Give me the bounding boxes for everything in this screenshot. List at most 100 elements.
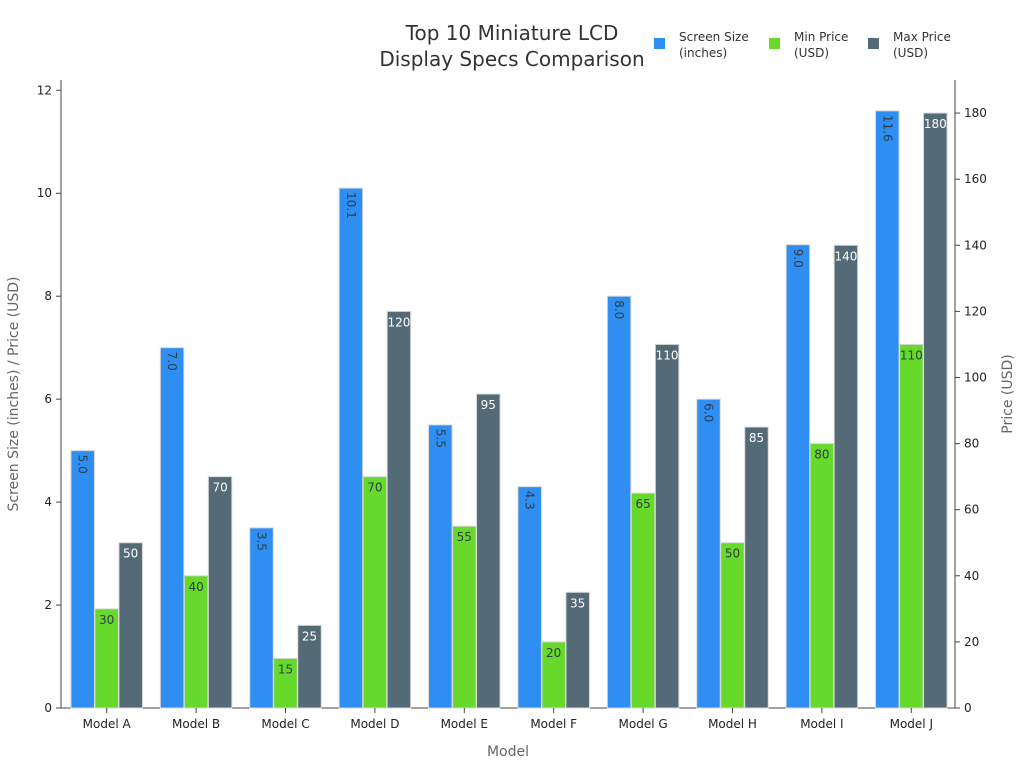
bar-max-price-usd bbox=[565, 591, 590, 709]
left-y-tick-label: 6 bbox=[44, 392, 52, 406]
x-tick-label: Model J bbox=[890, 717, 933, 731]
left-y-tick-label: 4 bbox=[44, 495, 52, 509]
bar-screen-size-inches bbox=[428, 424, 453, 709]
right-y-tick-label: 80 bbox=[964, 437, 979, 451]
bar-screen-size-inches bbox=[70, 450, 95, 709]
right-y-tick-label: 180 bbox=[964, 106, 987, 120]
data-label: 6.0 bbox=[702, 403, 716, 422]
x-tick-label: Model G bbox=[619, 717, 668, 731]
x-tick-label: Model D bbox=[350, 717, 399, 731]
x-tick-label: Model B bbox=[172, 717, 220, 731]
x-tick-label: Model C bbox=[261, 717, 309, 731]
data-label: 5.0 bbox=[76, 455, 90, 474]
x-axis-title: Model bbox=[487, 744, 529, 760]
bar-max-price-usd bbox=[476, 393, 501, 709]
bar-max-price-usd bbox=[386, 310, 412, 709]
left-y-tick-label: 12 bbox=[37, 83, 52, 97]
x-tick-label: Model E bbox=[441, 717, 488, 731]
legend: Screen Size (inches) Min Price (USD) Max Pri… bbox=[654, 30, 951, 60]
data-label: 30 bbox=[99, 613, 114, 627]
legend-swatch bbox=[868, 38, 879, 49]
bar-min-price-usd bbox=[630, 492, 656, 709]
data-label: 70 bbox=[367, 481, 382, 495]
bar-screen-size-inches bbox=[606, 295, 632, 709]
left-y-tick-label: 8 bbox=[44, 289, 52, 303]
bar-max-price-usd bbox=[744, 426, 769, 709]
bar-screen-size-inches bbox=[159, 347, 185, 709]
bar-min-price-usd bbox=[362, 476, 388, 709]
data-label: 3.5 bbox=[255, 532, 269, 551]
bar-max-price-usd bbox=[833, 244, 859, 709]
bar-screen-size-inches bbox=[696, 398, 721, 709]
legend-label: (USD) bbox=[893, 46, 928, 60]
left-y-axis-title: Screen Size (inches) / Price (USD) bbox=[6, 277, 22, 512]
chart-title: Top 10 Miniature LCD Display Specs Compa… bbox=[379, 21, 644, 71]
data-label: 35 bbox=[570, 596, 585, 610]
data-label: 40 bbox=[188, 580, 203, 594]
right-y-axis-title: Price (USD) bbox=[1000, 354, 1016, 433]
x-tick-label: Model A bbox=[83, 717, 132, 731]
legend-label: (inches) bbox=[679, 46, 727, 60]
right-y-tick-label: 140 bbox=[964, 238, 987, 252]
data-label: 80 bbox=[814, 448, 829, 462]
right-y-tick-label: 40 bbox=[964, 569, 979, 583]
chart-title-line-2: Display Specs Comparison bbox=[379, 47, 644, 71]
right-y-tick-label: 100 bbox=[964, 370, 987, 384]
legend-label: (USD) bbox=[794, 46, 829, 60]
bar-min-price-usd bbox=[899, 343, 924, 709]
data-label: 95 bbox=[481, 398, 496, 412]
left-y-tick-label: 0 bbox=[44, 701, 52, 715]
right-y-tick-label: 0 bbox=[964, 701, 972, 715]
data-label: 85 bbox=[749, 431, 764, 445]
bar-min-price-usd bbox=[720, 542, 745, 709]
legend-label: Max Price bbox=[893, 30, 951, 44]
left-y-ticks: 0 2 4 6 8 10 12 bbox=[37, 83, 61, 715]
data-label: 10.1 bbox=[344, 192, 358, 219]
bar-max-price-usd bbox=[118, 542, 143, 709]
bar-max-price-usd bbox=[654, 343, 680, 709]
bar-screen-size-inches bbox=[875, 110, 900, 709]
data-label: 9.0 bbox=[791, 249, 805, 268]
bar-min-price-usd bbox=[452, 525, 477, 709]
data-label: 4.3 bbox=[523, 491, 537, 510]
data-label: 20 bbox=[546, 646, 561, 660]
data-label: 5.5 bbox=[433, 429, 447, 448]
bar-min-price-usd bbox=[809, 443, 835, 709]
bar-max-price-usd bbox=[923, 112, 948, 709]
data-label: 70 bbox=[212, 481, 227, 495]
legend-swatch bbox=[654, 38, 665, 49]
bar-screen-size-inches bbox=[785, 244, 811, 709]
data-label: 7.0 bbox=[165, 352, 179, 371]
legend-label: Screen Size bbox=[679, 30, 749, 44]
x-tick-label: Model I bbox=[800, 717, 843, 731]
bar-screen-size-inches bbox=[338, 187, 364, 709]
right-y-tick-label: 20 bbox=[964, 635, 979, 649]
right-y-tick-label: 120 bbox=[964, 304, 987, 318]
bar-max-price-usd bbox=[207, 476, 233, 709]
data-labels: 5.0 30 50 7.0 40 70 3.5 15 25 10.1 70 120 5.5 55 95 4.3… bbox=[76, 115, 947, 677]
data-label: 140 bbox=[834, 249, 857, 263]
bar-min-price-usd bbox=[183, 575, 209, 709]
bar-screen-size-inches bbox=[249, 527, 274, 709]
right-y-tick-label: 160 bbox=[964, 172, 987, 186]
left-y-tick-label: 10 bbox=[37, 186, 52, 200]
data-label: 120 bbox=[387, 315, 410, 329]
legend-label: Min Price bbox=[794, 30, 848, 44]
chart-title-line-1: Top 10 Miniature LCD bbox=[405, 21, 619, 45]
data-label: 15 bbox=[278, 662, 293, 676]
data-label: 8.0 bbox=[612, 300, 626, 319]
bar-screen-size-inches bbox=[517, 486, 542, 709]
data-label: 110 bbox=[900, 348, 923, 362]
bar-max-price-usd bbox=[297, 624, 322, 709]
legend-swatch bbox=[769, 38, 780, 49]
data-label: 110 bbox=[656, 348, 679, 362]
data-label: 55 bbox=[457, 530, 472, 544]
data-label: 50 bbox=[123, 547, 138, 561]
right-y-tick-label: 60 bbox=[964, 503, 979, 517]
data-label: 50 bbox=[725, 547, 740, 561]
data-label: 25 bbox=[302, 629, 317, 643]
x-tick-label: Model F bbox=[530, 717, 577, 731]
bars bbox=[70, 110, 948, 709]
data-label: 180 bbox=[924, 117, 947, 131]
